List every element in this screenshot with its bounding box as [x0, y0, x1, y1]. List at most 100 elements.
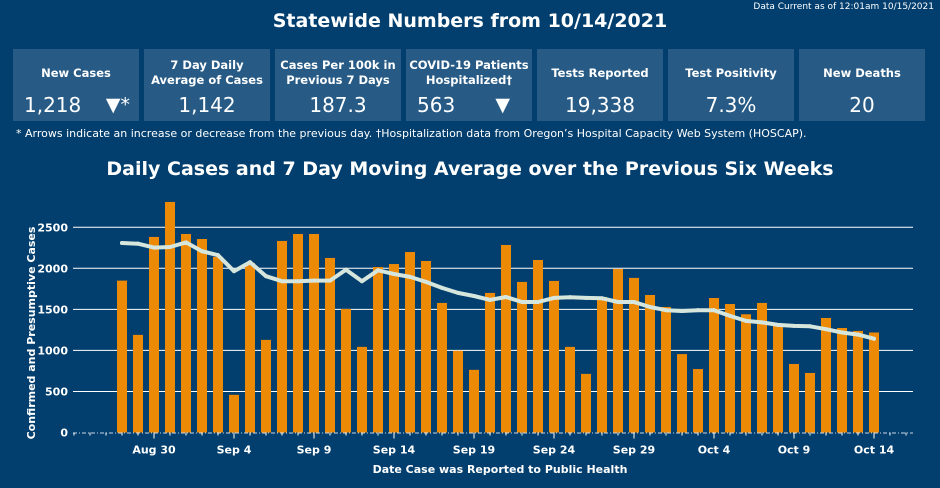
moving-average-point[interactable]	[792, 323, 796, 328]
moving-average-point[interactable]	[808, 324, 812, 329]
moving-average-point[interactable]	[360, 279, 364, 284]
bar-sep-4[interactable]	[229, 394, 239, 433]
bar-oct-11[interactable]	[821, 317, 831, 433]
moving-average-point[interactable]	[760, 320, 764, 325]
moving-average-point[interactable]	[264, 274, 268, 279]
bar-sep-1[interactable]	[181, 233, 191, 433]
bar-oct-12[interactable]	[837, 327, 847, 433]
bar-sep-27[interactable]	[597, 296, 607, 433]
moving-average-point[interactable]	[680, 308, 684, 313]
moving-average-point[interactable]	[552, 295, 556, 300]
moving-average-point[interactable]	[200, 249, 204, 254]
y-axis-ticks: 0 500 1000 1500 2000 2500	[37, 221, 68, 439]
moving-average-point[interactable]	[408, 274, 412, 279]
bar-sep-6[interactable]	[261, 339, 271, 433]
moving-average-point[interactable]	[296, 279, 300, 284]
card-value: 563	[417, 93, 456, 117]
bar-sep-25[interactable]	[565, 346, 575, 433]
moving-average-point[interactable]	[232, 269, 236, 274]
bar-sep-3[interactable]	[213, 256, 223, 433]
bar-sep-5[interactable]	[245, 262, 255, 433]
moving-average-point[interactable]	[728, 313, 732, 318]
moving-average-point[interactable]	[568, 295, 572, 300]
card-value: 7.3%	[705, 93, 757, 117]
moving-average-point[interactable]	[344, 267, 348, 272]
bar-oct-13[interactable]	[853, 330, 863, 433]
moving-average-point[interactable]	[616, 299, 620, 304]
moving-average-point[interactable]	[376, 268, 380, 273]
bar-sep-9[interactable]	[309, 233, 319, 433]
bar-sep-24[interactable]	[549, 280, 559, 433]
moving-average-point[interactable]	[824, 327, 828, 332]
bar-oct-4[interactable]	[709, 298, 719, 433]
moving-average-point[interactable]	[744, 318, 748, 323]
bar-oct-2[interactable]	[677, 354, 687, 433]
bar-sep-23[interactable]	[533, 260, 543, 433]
moving-average-point[interactable]	[664, 308, 668, 313]
moving-average-point[interactable]	[536, 299, 540, 304]
bar-sep-22[interactable]	[517, 281, 527, 433]
moving-average-point[interactable]	[696, 308, 700, 313]
bar-oct-1[interactable]	[661, 306, 671, 433]
moving-average-point[interactable]	[216, 253, 220, 258]
bar-oct-10[interactable]	[805, 372, 815, 433]
bar-aug-30[interactable]	[149, 236, 159, 433]
bar-sep-21[interactable]	[501, 244, 511, 433]
moving-average-point[interactable]	[872, 336, 876, 341]
bar-sep-12[interactable]	[357, 346, 367, 433]
moving-average-point[interactable]	[392, 272, 396, 277]
bar-sep-17[interactable]	[437, 302, 447, 433]
bar-oct-14[interactable]	[869, 332, 879, 433]
bar-oct-8[interactable]	[773, 324, 783, 433]
moving-average-point[interactable]	[440, 285, 444, 290]
moving-average-point[interactable]	[136, 241, 140, 246]
bar-oct-3[interactable]	[693, 369, 703, 433]
moving-average-point[interactable]	[840, 330, 844, 335]
moving-average-point[interactable]	[248, 260, 252, 265]
moving-average-point[interactable]	[856, 332, 860, 337]
bar-aug-28[interactable]	[117, 280, 127, 433]
bar-oct-7[interactable]	[757, 302, 767, 433]
bar-sep-2[interactable]	[197, 238, 207, 433]
moving-average-point[interactable]	[280, 279, 284, 284]
moving-average-point[interactable]	[328, 278, 332, 283]
bar-sep-29[interactable]	[629, 277, 639, 433]
bar-sep-15[interactable]	[405, 252, 415, 433]
moving-average-point[interactable]	[424, 279, 428, 284]
moving-average-point[interactable]	[488, 297, 492, 302]
bar-sep-26[interactable]	[581, 373, 591, 433]
moving-average-point[interactable]	[184, 240, 188, 245]
bar-sep-14[interactable]	[389, 264, 399, 433]
moving-average-point[interactable]	[312, 278, 316, 283]
bar-sep-30[interactable]	[645, 294, 655, 433]
moving-average-point[interactable]	[168, 244, 172, 249]
bar-sep-10[interactable]	[325, 257, 335, 433]
bar-sep-20[interactable]	[485, 292, 495, 433]
moving-average-point[interactable]	[520, 299, 524, 304]
bar-sep-18[interactable]	[453, 350, 463, 433]
moving-average-point[interactable]	[776, 322, 780, 327]
bar-sep-11[interactable]	[341, 308, 351, 433]
moving-average-point[interactable]	[712, 308, 716, 313]
bar-aug-29[interactable]	[133, 334, 143, 433]
moving-average-point[interactable]	[648, 304, 652, 309]
bar-sep-19[interactable]	[469, 369, 479, 433]
moving-average-point[interactable]	[584, 295, 588, 300]
moving-average-point[interactable]	[600, 296, 604, 301]
bar-sep-13[interactable]	[373, 266, 383, 433]
bar-sep-7[interactable]	[277, 240, 287, 433]
moving-average-point[interactable]	[456, 290, 460, 295]
bar-sep-16[interactable]	[421, 260, 431, 433]
moving-average-point[interactable]	[152, 245, 156, 250]
moving-average-point[interactable]	[472, 293, 476, 298]
moving-average-point[interactable]	[504, 294, 508, 299]
moving-average-point[interactable]	[632, 299, 636, 304]
bar-aug-31[interactable]	[165, 201, 175, 433]
bar-sep-28[interactable]	[613, 268, 623, 433]
bar-sep-8[interactable]	[293, 233, 303, 433]
moving-average-point[interactable]	[120, 241, 124, 246]
bar-oct-5[interactable]	[725, 304, 735, 433]
card-7-day-average: 7 Day Daily Average of Cases 1,142	[144, 49, 270, 121]
bar-oct-6[interactable]	[741, 314, 751, 433]
bar-oct-9[interactable]	[789, 364, 799, 433]
